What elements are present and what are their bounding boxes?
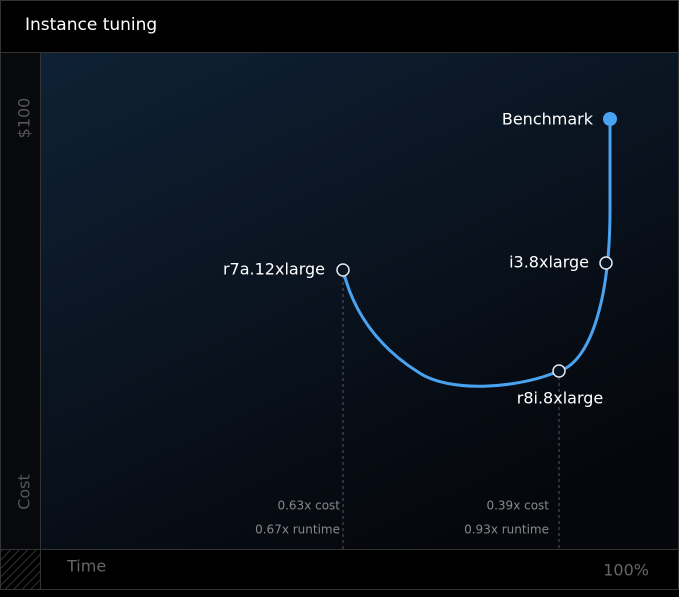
plot-area <box>40 52 679 550</box>
y-axis-strip <box>0 52 41 550</box>
point[interactable] <box>599 256 613 270</box>
runtime-annotation: 0.67x runtime <box>255 523 340 537</box>
point-label: r8i.8xlarge <box>517 389 603 408</box>
runtime-annotation: 0.93x runtime <box>464 523 549 537</box>
x-axis-label: Time <box>66 557 106 576</box>
cost-annotation: 0.39x cost <box>486 499 549 513</box>
x-axis-end: 100% <box>603 561 649 580</box>
point[interactable] <box>552 364 566 378</box>
point[interactable] <box>336 263 350 277</box>
point-label: r7a.12xlarge <box>223 260 325 279</box>
x-axis-strip <box>40 549 679 590</box>
title: Instance tuning <box>25 15 157 35</box>
cost-annotation: 0.63x cost <box>277 499 340 513</box>
y-axis-top: $100 <box>15 98 34 139</box>
corner-hatch <box>0 549 41 590</box>
tuning-curve <box>341 119 612 388</box>
point-label: Benchmark <box>502 110 594 129</box>
y-axis-label: Cost <box>15 474 34 510</box>
point-benchmark[interactable] <box>603 112 617 126</box>
header <box>0 0 679 53</box>
point-label: i3.8xlarge <box>509 253 589 272</box>
